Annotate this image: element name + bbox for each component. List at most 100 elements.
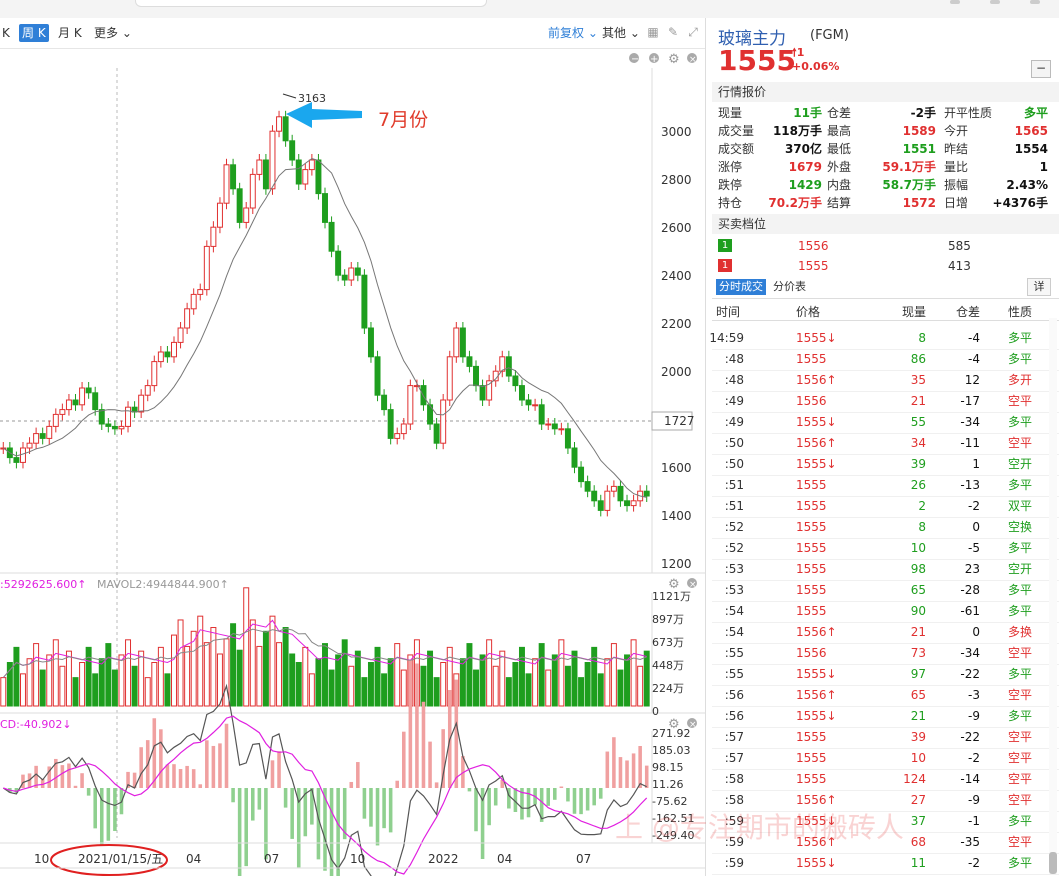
trade-row[interactable]: :54 1556↑ 21 0 多换 [712,622,1059,644]
trade-row[interactable]: :53 1555 98 23 空开 [712,559,1059,581]
trade-row[interactable]: :55 1555↓ 97 -22 多平 [712,664,1059,686]
trade-row[interactable]: :55 1556 73 -34 空平 [712,643,1059,665]
collapse-button[interactable]: − [1031,60,1051,78]
orderbook-row[interactable]: 1 1555 413 [712,256,1059,276]
gear-icon[interactable]: ⚙ [668,577,680,592]
trade-pos-change: -2 [968,751,980,765]
trade-row[interactable]: :52 1555 10 -5 多平 [712,538,1059,560]
close-pane-icon[interactable] [687,578,697,588]
trade-row[interactable]: :48 1556↑ 35 12 多开 [712,370,1059,392]
candle-body [473,365,479,387]
trade-row[interactable]: :56 1555↓ 21 -9 多平 [712,706,1059,728]
window-control[interactable] [1030,0,1040,4]
trade-row[interactable]: 14:59 1555↓ 8 -4 多平 [709,328,1059,350]
candle-body [85,387,92,394]
tab-price-table[interactable]: 分价表 [773,280,806,293]
trade-price: 1555 [796,541,827,555]
candle-body [26,442,33,449]
adjust-dropdown[interactable]: 前复权 ⌄ [548,26,598,40]
trade-row[interactable]: :59 1555↓ 37 -1 多平 [712,811,1059,833]
volume-y-tick: 224万 [652,682,684,695]
trade-qty: 10 [910,541,926,555]
candle-body [144,385,151,396]
quote-row: 成交量 118万手 最高 1589 今开 1565 [712,122,1059,140]
pen-icon[interactable]: ✎ [667,25,679,39]
trade-row[interactable]: :59 1555↓ 11 -2 多平 [712,853,1059,875]
close-pane-icon[interactable] [687,718,697,728]
volume-bar [610,643,617,707]
volume-bar [361,677,368,707]
trade-price: 1555 [796,352,827,366]
trade-row[interactable]: :57 1555 39 -22 空平 [712,727,1059,749]
trade-row[interactable]: :50 1556↑ 34 -11 空平 [712,433,1059,455]
trade-row[interactable]: :57 1555 10 -2 空平 [712,748,1059,770]
trade-row[interactable]: :58 1556↑ 27 -9 空平 [712,790,1059,812]
quote-label: 成交额 [718,142,755,156]
trade-row[interactable]: :51 1555 26 -13 多平 [712,475,1059,497]
candle-body [203,245,210,291]
trade-row[interactable]: :52 1555 8 0 空换 [712,517,1059,539]
trade-nature: 多平 [1007,352,1032,366]
detail-button[interactable]: 详 [1027,278,1051,296]
candle-body [105,423,112,427]
trade-row[interactable]: :49 1555↓ 55 -34 多平 [712,412,1059,434]
trade-price: 1555↓ [796,709,837,723]
close-pane-icon[interactable] [687,53,697,63]
trade-nature: 多平 [1007,667,1032,681]
col-pos: 仓差 [956,305,981,319]
trade-row[interactable]: :54 1555 90 -61 多平 [712,601,1059,623]
expand-icon[interactable]: ⤢ [688,25,698,39]
volume-bar [335,654,342,707]
period-k-button[interactable]: K [2,26,10,40]
add-pane-icon[interactable] [649,53,659,63]
gear-icon[interactable]: ⚙ [668,52,680,67]
volume-bar [111,669,118,707]
gear-icon[interactable]: ⚙ [668,717,680,732]
minimize-pane-icon[interactable] [629,53,639,63]
volume-bar [479,654,486,707]
change-value: 1 [796,46,805,59]
trade-row[interactable]: :49 1556 21 -17 空平 [712,391,1059,413]
orderbook-row[interactable]: 1 1556 585 [712,236,1059,256]
window-control[interactable] [950,0,960,4]
trade-price: 1556↑ [796,373,837,387]
trade-row[interactable]: :53 1555 65 -28 多平 [712,580,1059,602]
kline-chart[interactable]: − + ⚙ × 30002800260024002200200018001600… [0,48,705,876]
more-dropdown[interactable]: 更多 ⌄ [94,26,132,40]
main-y-tick: 2600 [661,221,692,235]
volume-bar [604,658,611,707]
trade-time: :50 [724,436,744,450]
quote-value: 118万手 [772,124,822,138]
scrollbar-track[interactable] [1049,318,1057,874]
month-k-tab[interactable]: 月 K [58,26,82,40]
trade-row[interactable]: :51 1555 2 -2 双平 [712,496,1059,518]
trade-time: :51 [724,499,744,513]
quote-label: 内盘 [827,178,852,192]
tab-tick-trades[interactable]: 分时成交 [716,279,766,295]
quote-value: 11手 [793,106,822,120]
trade-row[interactable]: :56 1556↑ 65 -3 空平 [712,685,1059,707]
trade-price: 1556↑ [796,835,837,849]
week-k-tab[interactable]: 周 K [19,24,49,42]
volume-bar [13,646,20,707]
window-control[interactable] [990,0,1000,4]
up-arrow-icon: 🠕 [792,46,797,59]
candle-body [289,140,296,161]
trade-row[interactable]: :50 1555↓ 39 1 空开 [712,454,1059,476]
volume-bar [131,665,138,707]
address-bar[interactable] [135,0,487,7]
trade-row[interactable]: :59 1556↑ 68 -35 空平 [712,832,1059,854]
volume-bar [230,623,237,707]
scrollbar-thumb[interactable] [1049,852,1057,874]
volume-bar [197,615,204,707]
trade-row[interactable]: :48 1555 86 -4 多平 [712,349,1059,371]
grid-icon[interactable]: ▦ [647,25,659,39]
trade-row[interactable]: :58 1555 124 -14 空平 [712,769,1059,791]
svg-text:×: × [689,720,697,730]
volume-bar [26,658,33,707]
main-y-tick: 1600 [661,461,692,475]
volume-bar [236,649,243,707]
mavol1-legend: :5292625.600↑ [0,578,86,591]
other-dropdown[interactable]: 其他 ⌄ [602,26,640,40]
trade-time: :52 [724,520,744,534]
